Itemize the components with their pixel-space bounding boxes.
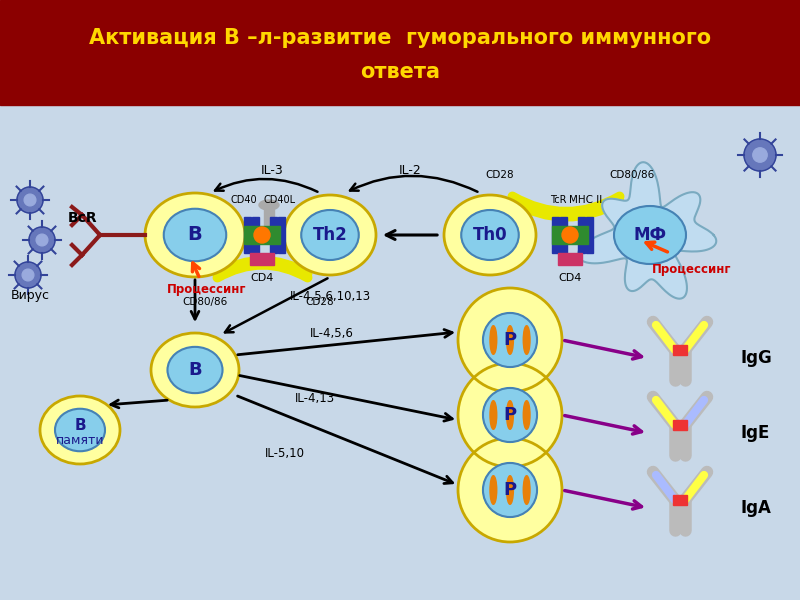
Circle shape (483, 388, 537, 442)
Ellipse shape (506, 326, 514, 354)
Text: IL-3: IL-3 (261, 164, 283, 177)
Bar (673, 345, 687, 355)
Ellipse shape (302, 210, 358, 260)
Ellipse shape (164, 209, 226, 261)
Circle shape (24, 194, 36, 206)
Ellipse shape (490, 326, 497, 354)
Circle shape (458, 288, 562, 392)
Text: Th0: Th0 (473, 226, 507, 244)
Ellipse shape (523, 401, 530, 430)
Bar (552, 226, 588, 244)
Text: P: P (503, 331, 517, 349)
Bar (270, 217, 277, 253)
Ellipse shape (462, 210, 518, 260)
Bar (252, 217, 259, 253)
Text: B: B (74, 418, 86, 433)
Circle shape (744, 139, 776, 171)
Text: IL-4,5,6,10,13: IL-4,5,6,10,13 (290, 290, 371, 303)
Ellipse shape (444, 195, 536, 275)
FancyArrowPatch shape (218, 261, 308, 274)
Bar (586, 217, 593, 253)
Ellipse shape (490, 401, 497, 430)
Circle shape (22, 269, 34, 281)
Circle shape (483, 313, 537, 367)
Text: CD4: CD4 (558, 273, 582, 283)
Circle shape (17, 187, 43, 213)
Text: Th2: Th2 (313, 226, 347, 244)
Circle shape (458, 363, 562, 467)
Text: CD28: CD28 (306, 297, 334, 307)
Text: B: B (188, 226, 202, 245)
Ellipse shape (523, 476, 530, 504)
Text: CD4: CD4 (250, 273, 274, 283)
Bar (0, 0, 800, 105)
Text: TcR: TcR (550, 195, 566, 205)
Ellipse shape (284, 195, 376, 275)
Text: Процессинг: Процессинг (652, 263, 732, 276)
Bar (578, 217, 585, 253)
Text: CD80/86: CD80/86 (182, 297, 228, 307)
Bar (673, 420, 687, 430)
FancyArrowPatch shape (512, 202, 620, 217)
Circle shape (15, 262, 41, 288)
Bar (0, 105, 800, 600)
Ellipse shape (40, 396, 120, 464)
Bar (552, 217, 559, 253)
Ellipse shape (490, 476, 497, 504)
Text: CD80/86: CD80/86 (610, 170, 654, 180)
Text: IgE: IgE (740, 424, 770, 442)
Bar (558, 253, 582, 265)
Circle shape (458, 438, 562, 542)
Bar (278, 217, 285, 253)
Bar (250, 253, 274, 265)
Bar (244, 226, 280, 244)
Text: CD40: CD40 (230, 195, 258, 205)
FancyArrowPatch shape (218, 265, 308, 278)
Circle shape (29, 227, 55, 253)
Text: CD28: CD28 (486, 170, 514, 180)
Circle shape (36, 234, 48, 246)
Bar (673, 495, 687, 505)
Text: P: P (503, 481, 517, 499)
Ellipse shape (145, 193, 245, 277)
Text: IgG: IgG (740, 349, 772, 367)
Bar (244, 217, 251, 253)
Polygon shape (578, 162, 716, 299)
Text: IL-2: IL-2 (398, 164, 422, 177)
Text: IL-5,10: IL-5,10 (265, 447, 305, 460)
Text: IL-4,13: IL-4,13 (295, 392, 335, 405)
Text: Активация В –л-развитие  гуморального иммунного: Активация В –л-развитие гуморального имм… (89, 28, 711, 48)
Text: CD40L: CD40L (264, 195, 296, 205)
Ellipse shape (55, 409, 105, 451)
Bar (264, 205, 274, 227)
Text: MHC II: MHC II (570, 195, 602, 205)
FancyArrowPatch shape (215, 179, 318, 192)
Text: Процессинг: Процессинг (167, 283, 246, 296)
Text: памяти: памяти (56, 433, 104, 446)
FancyArrowPatch shape (350, 176, 478, 192)
Text: Вирус: Вирус (10, 289, 50, 301)
Ellipse shape (506, 476, 514, 504)
Text: B: B (188, 361, 202, 379)
Bar (560, 217, 567, 253)
Ellipse shape (167, 347, 222, 393)
FancyArrowPatch shape (512, 196, 620, 212)
Circle shape (254, 227, 270, 243)
Circle shape (562, 227, 578, 243)
Text: BcR: BcR (68, 211, 98, 225)
Ellipse shape (506, 401, 514, 430)
Text: ответа: ответа (360, 62, 440, 82)
Ellipse shape (614, 206, 686, 264)
Text: IL-4,5,6: IL-4,5,6 (310, 327, 354, 340)
Text: МФ: МФ (634, 226, 666, 244)
Ellipse shape (259, 200, 279, 210)
Text: P: P (503, 406, 517, 424)
Ellipse shape (523, 326, 530, 354)
Text: IgA: IgA (740, 499, 771, 517)
Ellipse shape (151, 333, 239, 407)
Circle shape (753, 148, 767, 162)
Circle shape (483, 463, 537, 517)
